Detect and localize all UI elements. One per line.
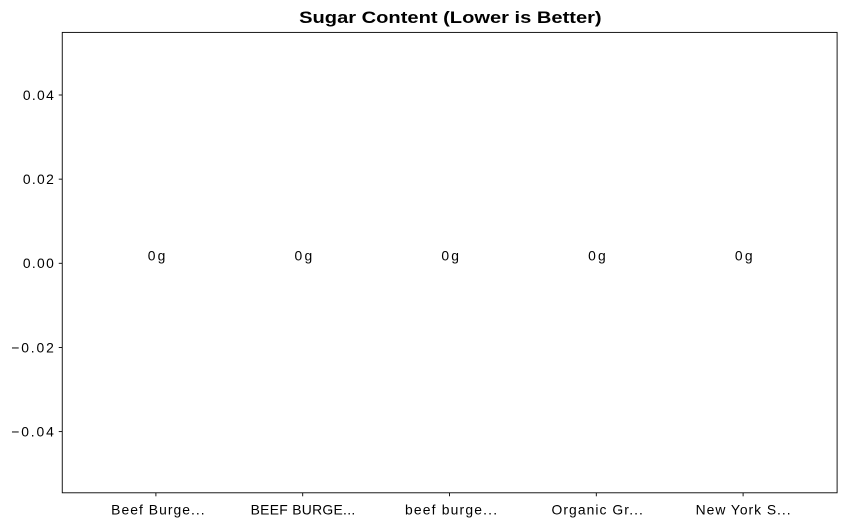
svg-text:BEEF BURGE...: BEEF BURGE... [251, 502, 356, 518]
svg-text:0g: 0g [588, 247, 606, 263]
svg-text:0.02: 0.02 [23, 171, 54, 187]
svg-text:−0.02: −0.02 [11, 339, 54, 355]
svg-text:0g: 0g [148, 247, 166, 263]
svg-text:−0.04: −0.04 [11, 424, 54, 440]
svg-text:0g: 0g [441, 247, 459, 263]
svg-text:Beef Burge...: Beef Burge... [111, 502, 205, 518]
svg-text:beef burge...: beef burge... [405, 502, 497, 518]
svg-text:0.04: 0.04 [23, 87, 54, 103]
svg-text:0.00: 0.00 [23, 255, 54, 271]
svg-text:New York S...: New York S... [696, 502, 791, 518]
svg-text:Sugar Content (Lower is Better: Sugar Content (Lower is Better) [299, 8, 602, 27]
svg-text:Organic Gr...: Organic Gr... [552, 502, 643, 518]
svg-text:0g: 0g [735, 247, 753, 263]
svg-text:0g: 0g [295, 247, 313, 263]
